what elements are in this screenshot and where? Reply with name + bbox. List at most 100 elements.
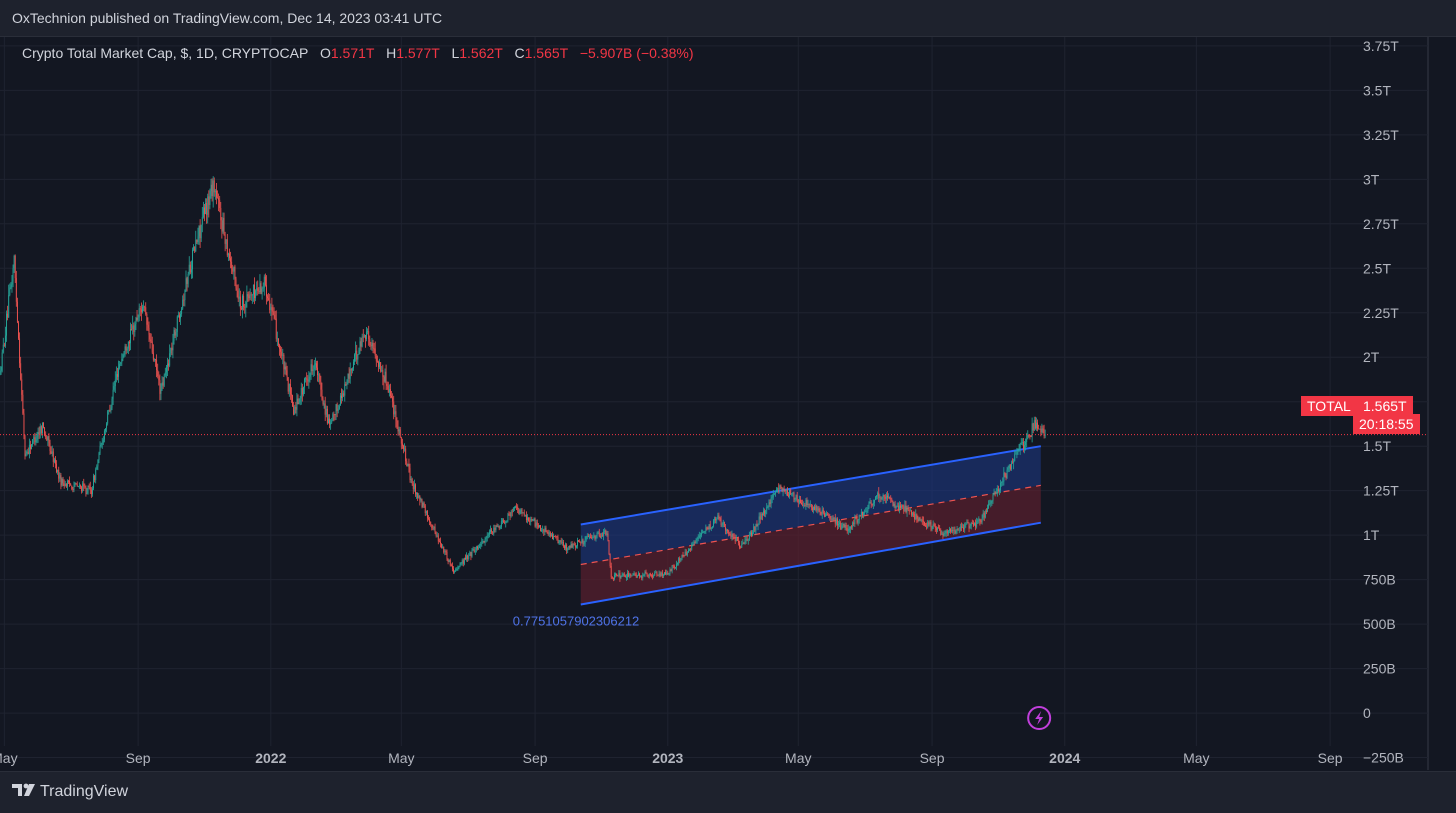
candle-body — [897, 506, 898, 507]
candle-body — [809, 504, 810, 505]
candle-body — [363, 337, 364, 338]
candle-body — [697, 539, 698, 540]
candle-body — [963, 527, 964, 529]
candle-body — [972, 523, 973, 524]
tradingview-brand[interactable]: TradingView — [40, 783, 128, 801]
candle-body — [18, 322, 19, 338]
candle-body — [203, 208, 204, 218]
candle-body — [536, 523, 537, 527]
candle-body — [276, 319, 277, 339]
candle-body — [755, 524, 756, 530]
candle-body — [748, 539, 749, 540]
candle-body — [1007, 470, 1008, 478]
candle-body — [1008, 468, 1009, 470]
candle-body — [169, 353, 170, 365]
candle-body — [793, 493, 794, 500]
candle-body — [622, 575, 623, 576]
candle-body — [110, 408, 111, 411]
candle-body — [757, 524, 758, 526]
candle-body — [282, 355, 283, 356]
y-tick-label: 1.5T — [1363, 438, 1391, 454]
candle-body — [445, 551, 446, 552]
candle-body — [1020, 444, 1021, 449]
candle-body — [42, 423, 43, 434]
y-tick-label: 750B — [1363, 572, 1396, 588]
candle-body — [482, 541, 483, 542]
candle-body — [256, 288, 257, 290]
candle-body — [372, 343, 373, 347]
candle-body — [325, 404, 326, 415]
candle-body — [954, 530, 955, 533]
y-tick-label: 2.25T — [1363, 305, 1399, 321]
candle-body — [975, 523, 976, 527]
candle-body — [138, 318, 139, 320]
candle-body — [646, 572, 647, 573]
candle-body — [543, 529, 544, 532]
candle-body — [1025, 442, 1026, 445]
candle-body — [162, 382, 163, 389]
tradingview-logo-icon[interactable] — [12, 782, 36, 798]
candle-body — [578, 540, 579, 541]
candle-body — [912, 513, 913, 514]
candle-body — [227, 239, 228, 255]
candle-body — [870, 502, 871, 503]
candle-body — [786, 490, 787, 491]
candle-body — [538, 525, 539, 527]
candle-body — [635, 574, 636, 575]
x-tick-label: Sep — [126, 750, 151, 766]
candle-body — [153, 353, 154, 360]
candle-body — [810, 504, 811, 505]
candle-body — [441, 544, 442, 548]
candle-body — [592, 537, 593, 538]
price-chart[interactable]: 0.7751057902306212 −250B0250B500B750B1T1… — [0, 37, 1456, 770]
candle-body — [501, 521, 502, 527]
candle-body — [580, 543, 581, 544]
candle-body — [306, 378, 307, 379]
candle-body — [766, 507, 767, 510]
candle-body — [965, 524, 966, 525]
candle-body — [129, 342, 130, 344]
candle-body — [521, 510, 522, 511]
candle-body — [286, 367, 287, 371]
candle-body — [548, 532, 549, 534]
candle-body — [379, 362, 380, 367]
candle-body — [102, 443, 103, 445]
candle-body — [71, 486, 72, 489]
candle-body — [277, 338, 278, 339]
candle-body — [424, 503, 425, 506]
candle-body — [637, 575, 638, 577]
candle-body — [857, 518, 858, 523]
candle-body — [321, 390, 322, 399]
candle-body — [490, 530, 491, 532]
candle-body — [38, 432, 39, 436]
candle-body — [663, 575, 664, 576]
candle-body — [896, 506, 897, 508]
candle-body — [651, 575, 652, 576]
candle-body — [176, 332, 177, 336]
candle-body — [314, 365, 315, 370]
candle-body — [357, 355, 358, 360]
candle-body — [785, 490, 786, 491]
candle-body — [605, 530, 606, 534]
candle-body — [497, 525, 498, 526]
candle-body — [816, 506, 817, 511]
candle-body — [872, 504, 873, 505]
candle-body — [795, 499, 796, 500]
candle-body — [126, 346, 127, 350]
candle-body — [275, 315, 276, 319]
candle-body — [459, 566, 460, 567]
candle-body — [522, 510, 523, 514]
candle-body — [149, 328, 150, 335]
candle-body — [509, 514, 510, 515]
candle-body — [435, 527, 436, 532]
candle-body — [665, 572, 666, 574]
candle-body — [560, 540, 561, 542]
candle-body — [743, 543, 744, 544]
candle-body — [298, 399, 299, 404]
candle-body — [487, 536, 488, 538]
candle-body — [292, 395, 293, 406]
candle-body — [165, 372, 166, 375]
candle-body — [179, 315, 180, 318]
candle-body — [427, 511, 428, 519]
